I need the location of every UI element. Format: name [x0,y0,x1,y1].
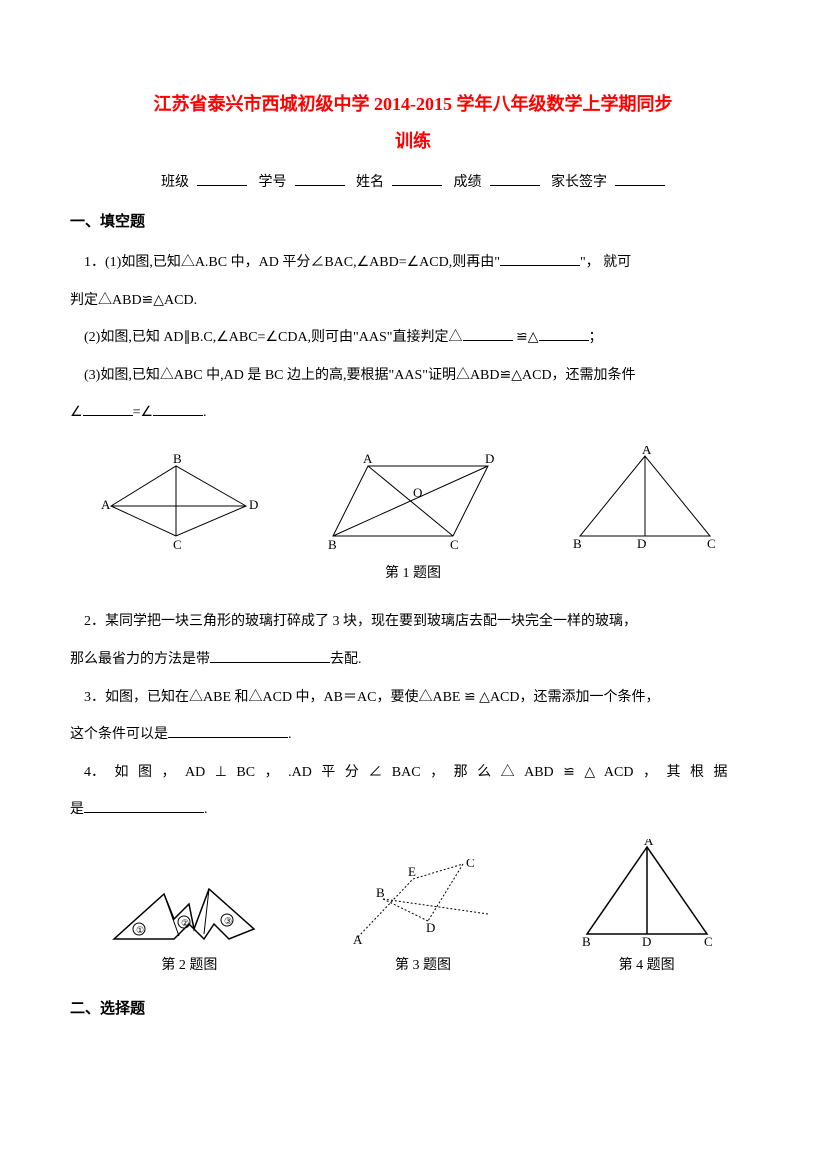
q1-1-text: 1．(1)如图,已知△A.BC 中，AD 平分∠BAC,∠ABD=∠ACD,则再… [84,255,500,270]
q3-line2-text: 这个条件可以是 [70,727,168,742]
svg-text:C: C [466,859,475,870]
question-1-2: (2)如图,已知 AD∥B.C,∠ABC=∠CDA,则可由"AAS"直接判定△ … [70,321,756,355]
class-blank [197,172,247,186]
diagram-3: A E C D B 第 3 题图 [348,859,498,977]
score-blank [490,172,540,186]
question-2: 2．某同学把一块三角形的玻璃打碎成了 3 块，现在要到玻璃店去配一块完全一样的玻… [70,605,756,639]
fig2-caption: 第 2 题图 [109,955,269,977]
svg-text:C: C [704,934,713,949]
parent-sign-label: 家长签字 [551,175,607,190]
q2-line2-text: 那么最省力的方法是带 [70,652,210,667]
svg-text:D: D [426,920,435,935]
student-no-label: 学号 [259,175,287,190]
svg-text:C: C [707,536,716,551]
q3-suffix: . [288,727,292,742]
fig4-caption: 第 4 题图 [577,955,717,977]
student-info-row: 班级 学号 姓名 成绩 家长签字 [70,172,756,194]
svg-text:A: A [642,446,652,457]
diagram-1-2: A D B C O [323,451,503,551]
svg-text:③: ③ [224,916,232,926]
diagram-1-1: A B C D [101,451,261,551]
diagram-2: ① ② ③ 第 2 题图 [109,874,269,977]
q4-line2-text: 是 [70,802,84,817]
score-label: 成绩 [454,175,482,190]
svg-text:D: D [637,536,646,551]
fig3-caption: 第 3 题图 [348,955,498,977]
document-title-line2: 训练 [70,127,756,156]
document-title-line1: 江苏省泰兴市西城初级中学 2014-2015 学年八年级数学上学期同步 [70,90,756,119]
q1-3-b: =∠ [133,405,153,420]
student-no-blank [295,172,345,186]
q2-blank [210,649,330,663]
question-3-line2: 这个条件可以是. [70,718,756,752]
q1-2-blank1 [463,327,513,341]
svg-text:B: B [173,451,182,466]
question-2-line2: 那么最省力的方法是带 去配. [70,643,756,677]
q1-2-mid: ≌△ [513,330,539,345]
svg-text:C: C [450,537,459,551]
q4-blank [84,799,204,813]
svg-text:D: D [642,934,651,949]
question-4-line2: 是. [70,793,756,827]
question-4: 4． 如 图 ， AD ⊥ BC ， .AD 平 分 ∠ BAC ， 那 么 △… [70,756,756,790]
question-3: 3．如图，已知在△ABE 和△ACD 中，AB＝AC，要使△ABE ≌ △ACD… [70,681,756,715]
svg-text:②: ② [181,918,189,928]
svg-text:A: A [363,451,373,466]
q1-2-blank2 [539,327,589,341]
section-2-header: 二、选择题 [70,997,756,1021]
question-1-1-line2: 判定△ABD≌△ACD. [70,284,756,318]
svg-text:A: A [101,497,111,512]
svg-text:O: O [413,485,422,500]
svg-text:B: B [328,537,337,551]
svg-text:①: ① [136,925,144,935]
q1-3-c: . [203,405,207,420]
svg-text:E: E [408,864,416,879]
svg-text:A: A [644,839,654,848]
svg-text:B: B [573,536,582,551]
question-1-3: (3)如图,已知△ABC 中,AD 是 BC 边上的高,要根据"AAS"证明△A… [70,359,756,393]
diagram-1-3: A B D C [565,446,725,551]
class-label: 班级 [161,175,189,190]
svg-text:B: B [376,885,385,900]
q1-3-blank1 [83,402,133,416]
figure-row-2: ① ② ③ 第 2 题图 A E C D B 第 3 题图 A B D [70,839,756,977]
question-1-1: 1．(1)如图,已知△A.BC 中，AD 平分∠BAC,∠ABD=∠ACD,则再… [70,246,756,280]
svg-text:A: A [353,932,363,947]
svg-text:C: C [173,537,182,551]
q1-2-suffix: ； [589,330,603,345]
q1-1-blank [500,252,580,266]
svg-text:D: D [485,451,494,466]
q2-suffix: 去配. [330,652,362,667]
figure-row-1: A B C D A D B C O A B D C [70,446,756,551]
svg-text:D: D [249,497,258,512]
parent-sign-blank [615,172,665,186]
svg-text:B: B [582,934,591,949]
diagram-4: A B D C 第 4 题图 [577,839,717,977]
section-1-header: 一、填空题 [70,210,756,234]
name-label: 姓名 [356,175,384,190]
question-1-3-line2: ∠ =∠. [70,396,756,430]
q4-suffix: . [204,802,208,817]
q1-3-a: ∠ [70,405,83,420]
name-blank [392,172,442,186]
figure-1-caption: 第 1 题图 [70,563,756,585]
q1-3-blank2 [153,402,203,416]
q1-1-suffix: "， 就可 [580,255,631,270]
q3-blank [168,724,288,738]
q1-2-text: (2)如图,已知 AD∥B.C,∠ABC=∠CDA,则可由"AAS"直接判定△ [84,330,463,345]
